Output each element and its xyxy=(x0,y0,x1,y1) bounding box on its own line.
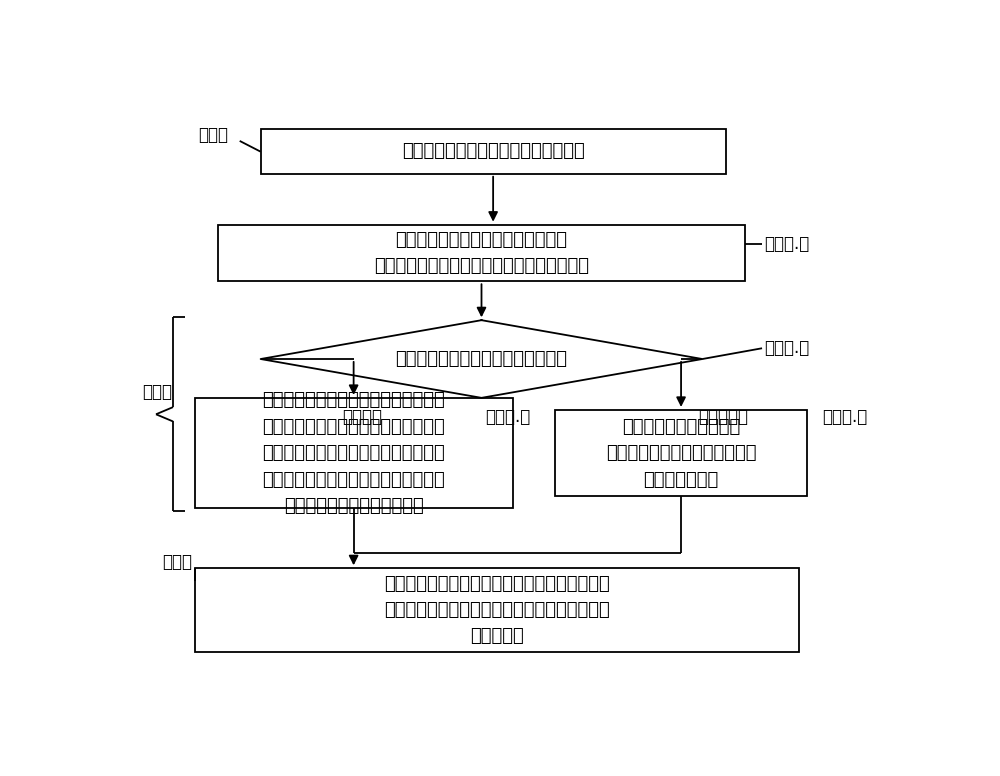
Text: 步骤二.四: 步骤二.四 xyxy=(822,408,868,426)
Text: 基于均衡网络负载的数据传输方法、按照该最终
路由路径来传输无线传感元所采集的上述待传输
的消防数据: 基于均衡网络负载的数据传输方法、按照该最终 路由路径来传输无线传感元所采集的上述… xyxy=(384,574,610,646)
Text: 步骤二: 步骤二 xyxy=(142,383,172,401)
Bar xyxy=(261,129,726,174)
Text: 中继基站: 中继基站 xyxy=(342,408,382,426)
Text: 步骤二.一: 步骤二.一 xyxy=(764,234,810,253)
Text: 消防指挥车: 消防指挥车 xyxy=(698,408,748,426)
Text: 步骤二.三: 步骤二.三 xyxy=(485,408,531,426)
Text: 将该节点作为目标节点，
以确定从无线传感元到目标节点
的最终路由路径: 将该节点作为目标节点， 以确定从无线传感元到目标节点 的最终路由路径 xyxy=(606,417,756,489)
Text: 步骤二.二: 步骤二.二 xyxy=(764,339,810,357)
Text: 步骤一: 步骤一 xyxy=(199,126,229,144)
Text: 步骤三: 步骤三 xyxy=(162,553,192,571)
Text: 判定所述下个基站类节点的节点类型: 判定所述下个基站类节点的节点类型 xyxy=(396,350,568,368)
Bar xyxy=(195,568,799,652)
Text: 通过无线传感元采集待传输的消防数据: 通过无线传感元采集待传输的消防数据 xyxy=(402,142,584,161)
Text: 根据信号强度确定可接收无线传感元
所采集的待传输的消防数据的下个基站类节点: 根据信号强度确定可接收无线传感元 所采集的待传输的消防数据的下个基站类节点 xyxy=(374,230,589,275)
Text: 记录无线传感元到该节点的路由路径，
并获取从该节点到消防指挥车的中继路
由路径，将该中继路由路径中的消防指
挥车作为目标节点，以确定从无线传感
元到目标节点的最: 记录无线传感元到该节点的路由路径， 并获取从该节点到消防指挥车的中继路 由路径，… xyxy=(262,391,445,515)
Bar xyxy=(195,398,512,508)
Bar xyxy=(218,224,745,282)
Bar xyxy=(555,410,807,497)
